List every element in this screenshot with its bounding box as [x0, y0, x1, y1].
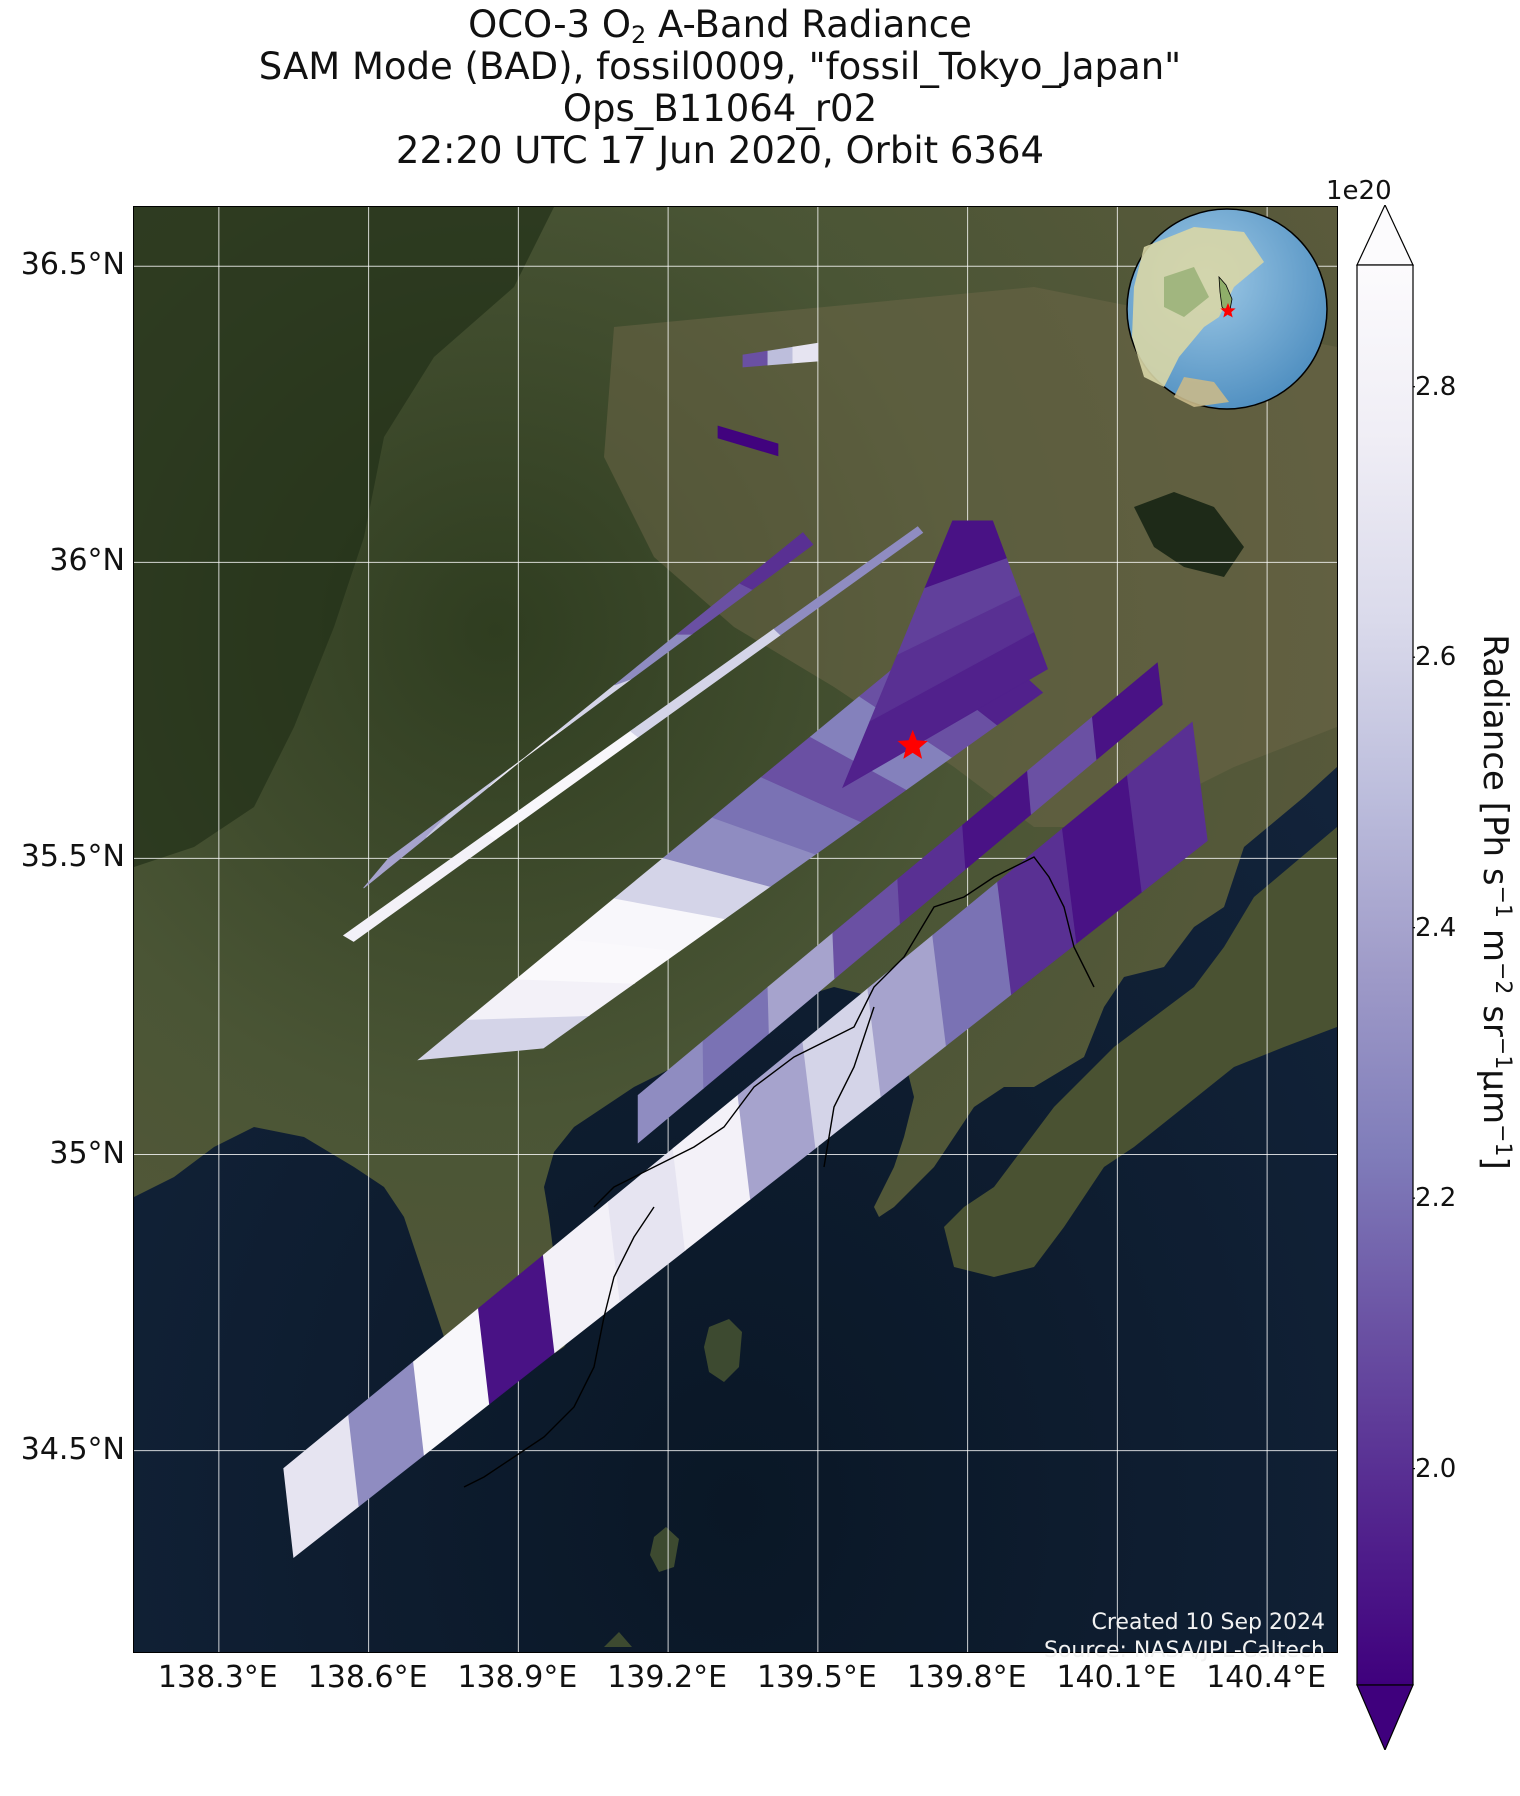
swath-cell: [717, 425, 779, 457]
colorbar-tick-label: 2.2: [1415, 1183, 1457, 1214]
izu-oshima: [704, 1319, 742, 1382]
colorbar-extend-bottom: [1356, 1684, 1414, 1750]
y-tick-label: 36°N: [49, 543, 125, 579]
created-date-label: Created 10 Sep 2024: [1091, 1610, 1326, 1635]
target-star-marker: [897, 729, 928, 759]
swath-cell: [792, 342, 819, 364]
x-tick-label: 139.8°E: [906, 1660, 1027, 1695]
y-tick-label: 35°N: [49, 1135, 125, 1171]
colorbar-label: Radiance [Ph s−1 m−2 sr−1μm−1]: [1474, 634, 1516, 1170]
x-tick-label: 139.2°E: [607, 1660, 728, 1695]
swath-cell: [1126, 721, 1208, 893]
title-line-2: SAM Mode (BAD), fossil0009, "fossil_Toky…: [258, 45, 1182, 88]
swath-6: [742, 342, 819, 368]
chiba-lake: [1134, 492, 1244, 577]
swath-cell: [1091, 662, 1163, 761]
boso-peninsula: [944, 827, 1337, 1277]
colorbar: [1356, 205, 1415, 1750]
target-star: [897, 729, 928, 759]
colorbar-tick-label: 2.8: [1415, 371, 1457, 402]
x-tick-label: 138.9°E: [457, 1660, 578, 1695]
izu-island-small-2: [604, 1632, 632, 1647]
swath-1: [342, 526, 924, 942]
swath-3: [842, 520, 1048, 789]
colorbar-tick-label: 2.0: [1415, 1453, 1457, 1484]
y-tick-label: 34.5°N: [20, 1431, 125, 1467]
x-tick-label: 138.3°E: [157, 1660, 278, 1695]
title-line-1: OCO-3 O2 A-Band Radiance: [468, 3, 972, 49]
swath-cell: [773, 526, 924, 636]
x-tick-label: 138.6°E: [307, 1660, 428, 1695]
coastline-outline: [463, 856, 1095, 1488]
mountain-shading: [134, 207, 554, 867]
inset-star: [1220, 303, 1236, 318]
title-line-4: 22:20 UTC 17 Jun 2020, Orbit 6364: [395, 129, 1045, 172]
y-tick-label: 35.5°N: [20, 839, 125, 875]
colorbar-tick-label: 2.6: [1415, 642, 1457, 673]
colorbar-tick-label: 2.4: [1415, 912, 1457, 943]
map-canvas: [134, 207, 1337, 1652]
y-tick-label: 36.5°N: [20, 247, 125, 283]
colorbar-body: [1356, 264, 1414, 1686]
swath-cell: [924, 520, 1007, 589]
swath-7: [717, 425, 779, 457]
swath-0: [363, 532, 814, 889]
inset-target-star: [1220, 303, 1236, 318]
colorbar-extend-top: [1356, 205, 1414, 266]
source-label: Source: NASA/JPL-Caltech: [1043, 1638, 1325, 1663]
x-tick-label: 140.4°E: [1206, 1660, 1327, 1695]
colorbar-exponent: 1e20: [1326, 176, 1392, 206]
title-line-3: Ops_B11064_r02: [562, 87, 878, 130]
x-tick-label: 140.1°E: [1056, 1660, 1177, 1695]
map-panel: [133, 206, 1338, 1653]
swath-cell: [739, 532, 814, 590]
chart-title: OCO-3 O2 A-Band Radiance SAM Mode (BAD),…: [0, 4, 1440, 172]
swath-4: [637, 662, 1163, 1144]
izu-island-small-1: [650, 1527, 679, 1572]
swath-5: [283, 721, 1208, 1559]
radiance-swaths: [283, 342, 1208, 1559]
x-tick-label: 139.5°E: [756, 1660, 877, 1695]
